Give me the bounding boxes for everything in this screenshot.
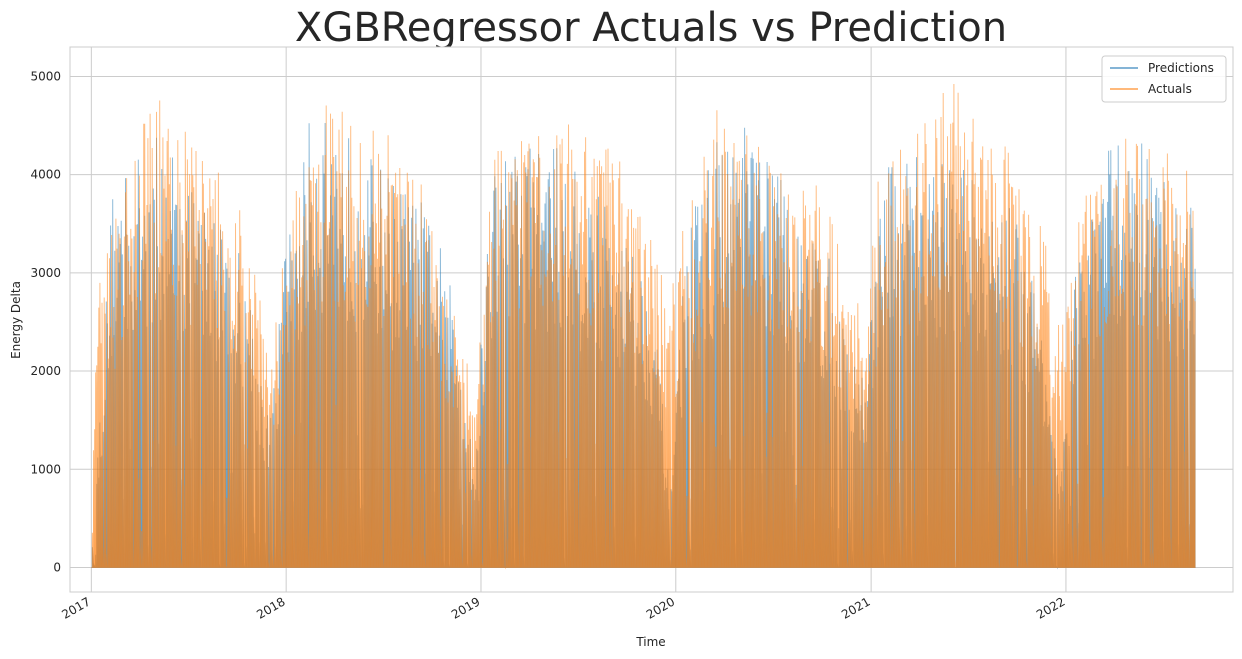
series-actuals — [91, 83, 1196, 570]
y-tick-label: 4000 — [30, 168, 61, 182]
series-layer — [91, 83, 1196, 570]
y-axis-label: Energy Delta — [9, 281, 23, 359]
y-tick-label: 0 — [53, 560, 61, 574]
legend-label-actuals: Actuals — [1148, 82, 1192, 96]
chart-title: XGBRegressor Actuals vs Prediction — [295, 5, 1007, 51]
y-tick-label: 3000 — [30, 266, 61, 280]
x-axis-label: Time — [635, 635, 665, 649]
y-tick-label: 2000 — [30, 364, 61, 378]
y-tick-label: 5000 — [30, 69, 61, 83]
y-tick-label: 1000 — [30, 462, 61, 476]
legend: Predictions Actuals — [1101, 55, 1227, 103]
legend-label-predictions: Predictions — [1148, 61, 1214, 75]
